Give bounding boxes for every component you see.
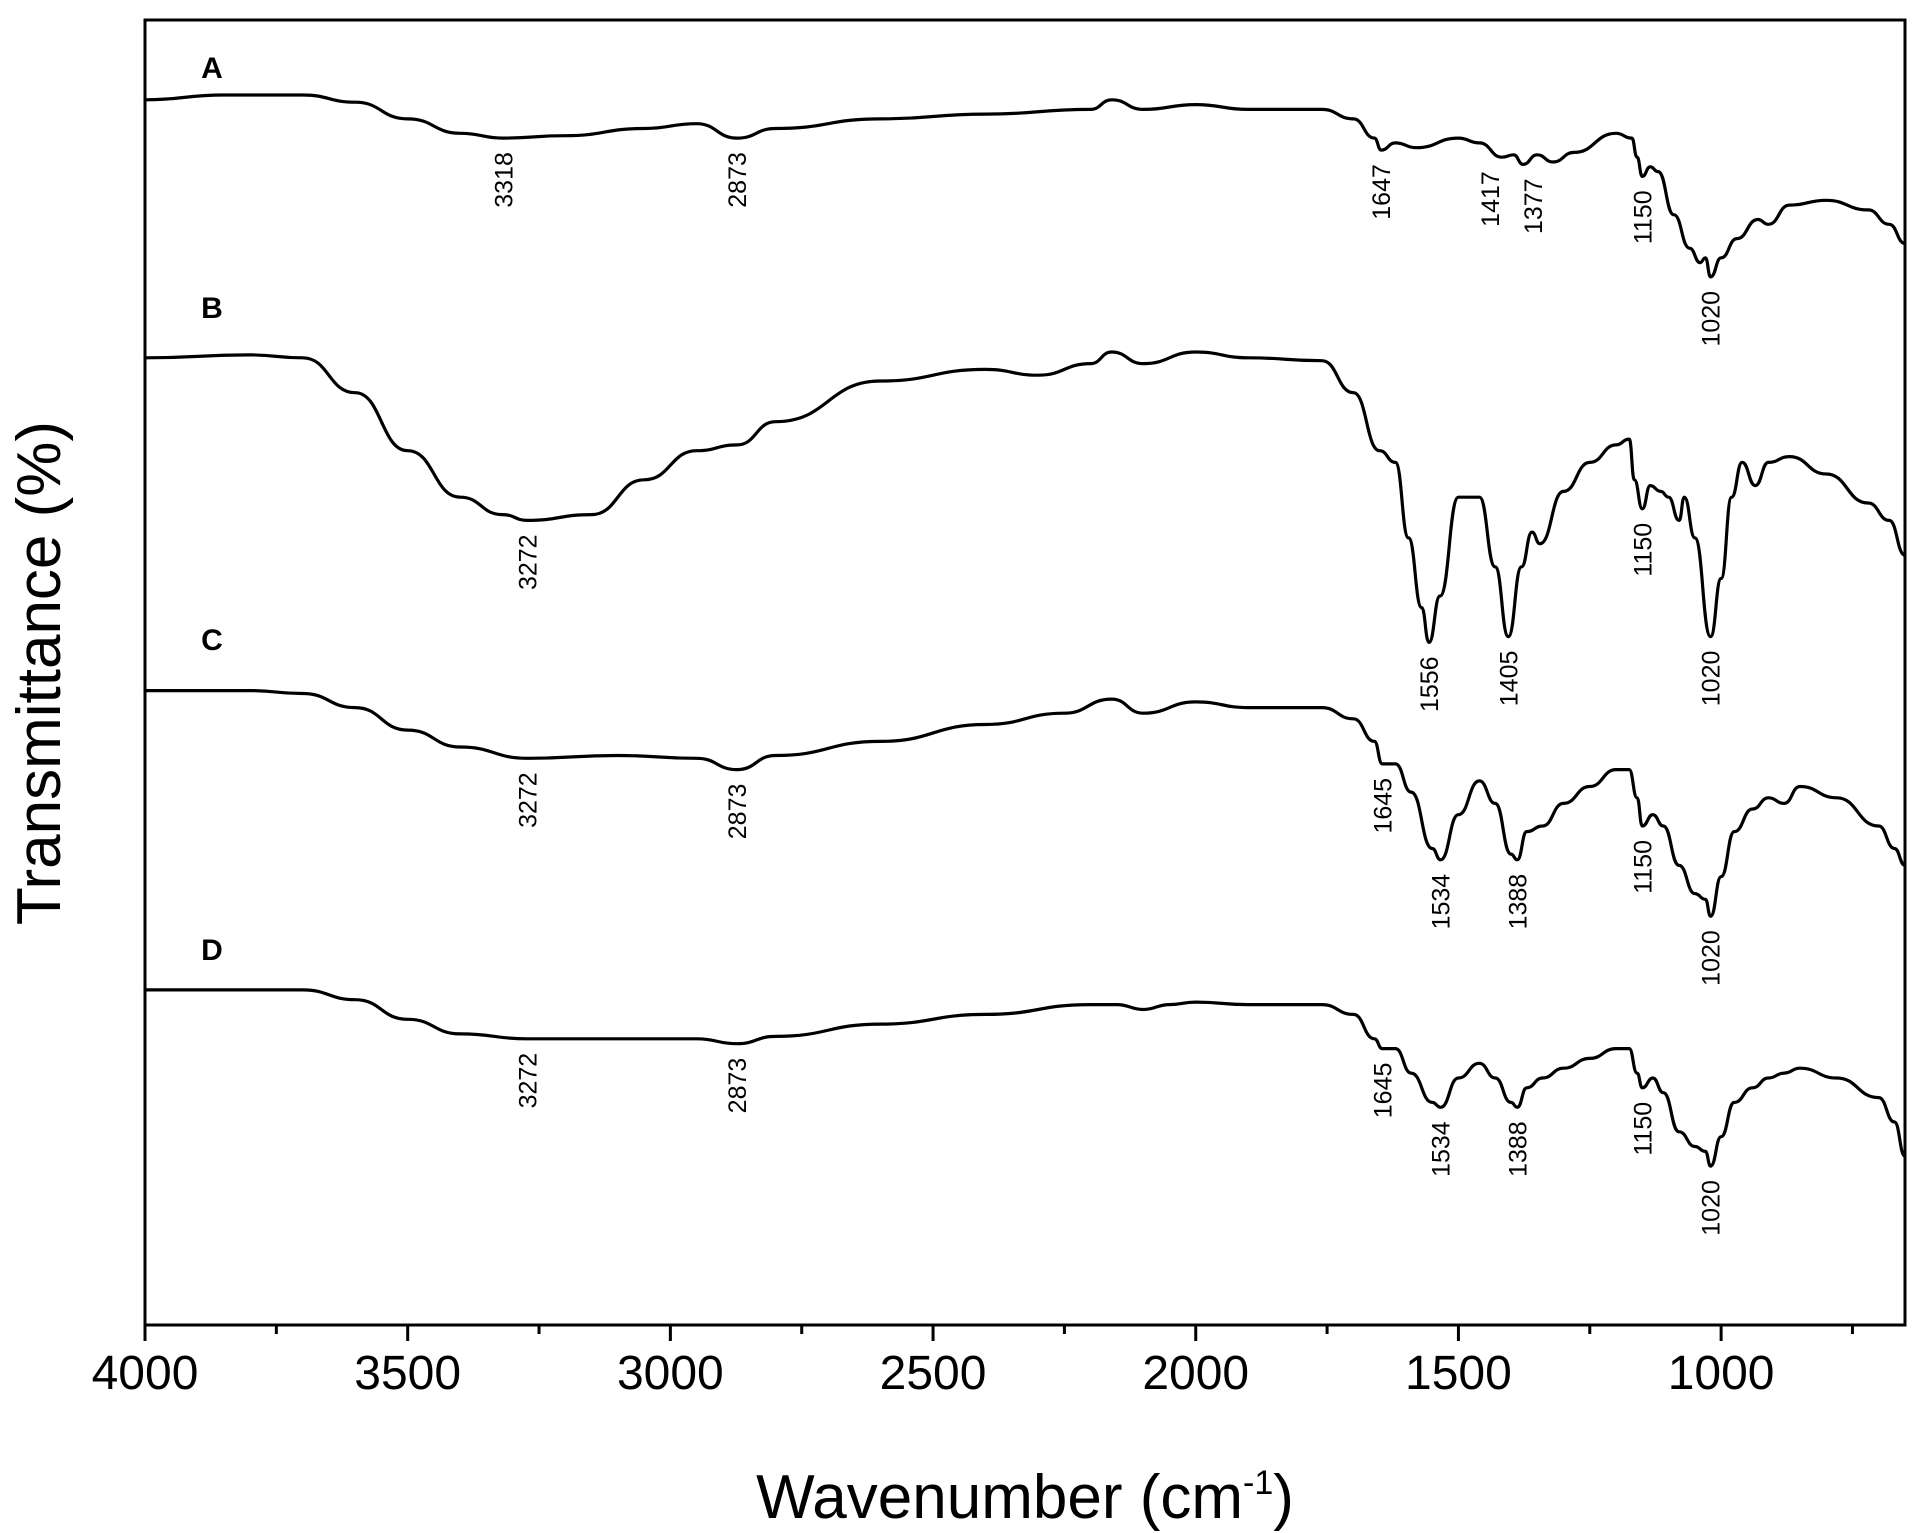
spectrum-a: [143, 93, 1907, 279]
series-name-c: C: [201, 624, 223, 657]
x-tick-label: 2000: [1142, 1347, 1249, 1400]
series-name-b: B: [201, 292, 223, 325]
peak-label: 1534: [1428, 1121, 1456, 1177]
peak-label: 1645: [1369, 778, 1397, 834]
peak-label: 1150: [1629, 840, 1657, 894]
peak-label: 1020: [1698, 291, 1726, 347]
peak-label: 1150: [1629, 523, 1657, 577]
x-tick-label: 3500: [354, 1347, 461, 1400]
x-axis-label-superscript: -1: [1243, 1464, 1273, 1502]
peak-label: 1377: [1520, 178, 1548, 234]
peak-label: 1150: [1629, 1102, 1657, 1156]
peak-label: 3272: [515, 1053, 543, 1109]
plot-frame: [143, 18, 1907, 1327]
x-axis-label-close: ): [1273, 1463, 1294, 1532]
peak-label: 2873: [724, 1058, 752, 1114]
peak-label: 1556: [1416, 656, 1444, 712]
peak-label: 3318: [490, 152, 518, 208]
x-tick-label: 3000: [617, 1347, 724, 1400]
peak-label: 2873: [724, 152, 752, 208]
peak-label: 1388: [1504, 1121, 1532, 1177]
peak-label: 1020: [1698, 651, 1726, 707]
x-tick-label: 4000: [92, 1347, 199, 1400]
x-tick-label: 2500: [880, 1347, 987, 1400]
series-name-a: A: [201, 52, 223, 85]
peak-label: 1647: [1368, 164, 1396, 220]
peak-labels: 3318 2873 1647 1417 1377 1150 1020 3272 1556 1405…: [490, 152, 1725, 1236]
peak-label: 1417: [1477, 171, 1505, 227]
peak-label: 3272: [515, 534, 543, 590]
peak-label: 1388: [1504, 874, 1532, 930]
spectrum-d: [143, 988, 1907, 1168]
series-name-d: D: [201, 934, 223, 967]
peak-label: 1020: [1698, 930, 1726, 986]
spectrum-b: [143, 350, 1907, 644]
spectra: [143, 93, 1907, 1168]
peak-label: 3272: [515, 772, 543, 828]
x-axis-label: Wavenumber (cm-1): [756, 1463, 1294, 1532]
x-tick-label: 1500: [1405, 1347, 1512, 1400]
peak-label: 1020: [1698, 1180, 1726, 1236]
x-axis-ticks: 4000 3500 3000 2500 2000 1500 1000: [92, 1325, 1854, 1400]
spectrum-c: [143, 688, 1907, 918]
peak-label: 1150: [1629, 190, 1657, 244]
peak-label: 1534: [1428, 874, 1456, 930]
peak-label: 1645: [1369, 1063, 1397, 1119]
peak-label: 1405: [1495, 651, 1523, 707]
y-axis-label: Transmittance (%): [5, 421, 74, 925]
x-tick-label: 1000: [1668, 1347, 1775, 1400]
peak-label: 2873: [724, 784, 752, 840]
series-names: A B C D: [201, 52, 223, 967]
